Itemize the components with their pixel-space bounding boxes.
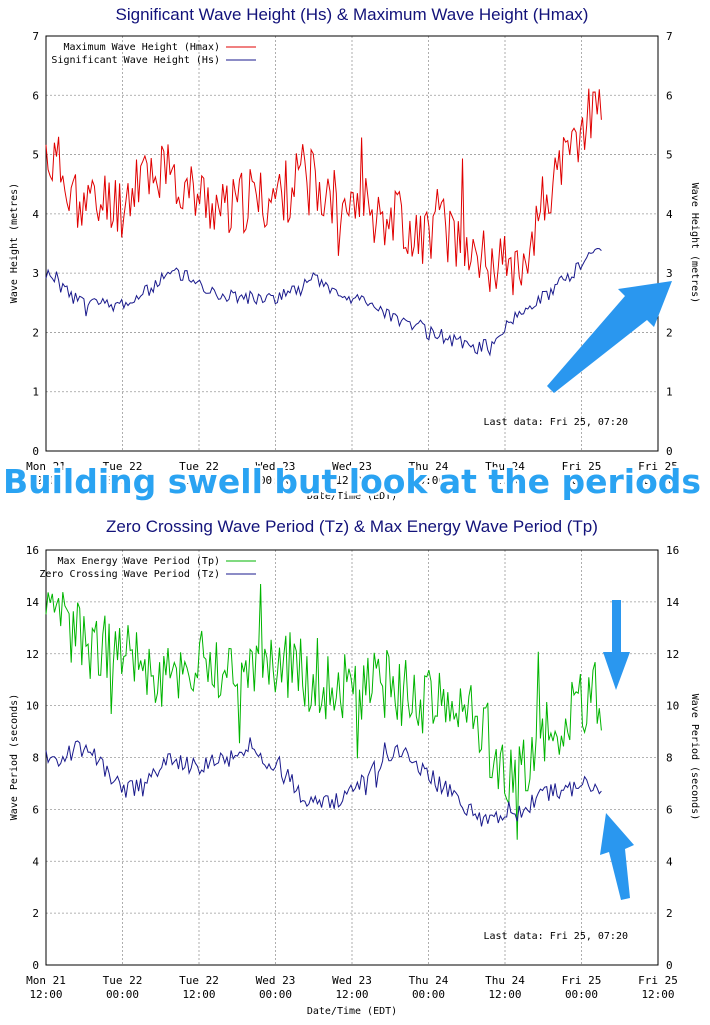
x-tick-label-time: 12:00 — [335, 988, 368, 1001]
x-tick-label-time: 12:00 — [641, 988, 674, 1001]
y-tick-label-right: 0 — [666, 445, 673, 458]
last-data-label: Last data: Fri 25, 07:20 — [484, 417, 629, 428]
y-tick-label: 16 — [26, 544, 39, 557]
x-axis-label: Date/Time (EDT) — [307, 1006, 397, 1017]
x-tick-label-day: Thu 24 — [485, 460, 525, 473]
y-tick-label: 4 — [32, 208, 39, 221]
y-tick-label: 1 — [32, 386, 39, 399]
x-tick-label-day: Fri 25 — [562, 460, 602, 473]
x-tick-label-time: 12:00 — [182, 988, 215, 1001]
x-tick-label-time: 12:00 — [641, 474, 674, 487]
arrow-icon-period-down — [603, 600, 630, 690]
y-tick-label-right: 12 — [666, 648, 679, 661]
y-axis-label-left: Wave Period (seconds) — [9, 694, 20, 820]
x-tick-label-time: 00:00 — [259, 988, 292, 1001]
x-tick-label-time: 12:00 — [29, 474, 62, 487]
y-tick-label: 12 — [26, 648, 39, 661]
y-tick-label-right: 0 — [666, 959, 673, 972]
y-tick-label: 2 — [32, 907, 39, 920]
y-tick-label-right: 10 — [666, 700, 679, 713]
y-tick-label: 2 — [32, 326, 39, 339]
x-tick-label-day: Tue 22 — [103, 974, 143, 987]
series-line-0 — [45, 88, 602, 296]
x-tick-label-time: 00:00 — [106, 474, 139, 487]
x-tick-label-day: Wed 23 — [256, 460, 296, 473]
legend-label: Max Energy Wave Period (Tp) — [57, 556, 220, 567]
arrow-icon-period-up — [600, 813, 634, 900]
x-tick-label-time: 12:00 — [488, 474, 521, 487]
y-tick-label: 0 — [32, 959, 39, 972]
y-tick-label-right: 3 — [666, 267, 673, 280]
y-axis-label-right: Wave Period (seconds) — [689, 694, 700, 820]
x-tick-label-time: 12:00 — [335, 474, 368, 487]
y-tick-label: 4 — [32, 855, 39, 868]
x-tick-label-time: 00:00 — [412, 988, 445, 1001]
x-axis-label: Date/Time (EDT) — [307, 491, 397, 502]
y-tick-label-right: 6 — [666, 89, 673, 102]
last-data-label: Last data: Fri 25, 07:20 — [484, 931, 629, 942]
y-tick-label-right: 1 — [666, 386, 673, 399]
y-tick-label-right: 7 — [666, 30, 673, 43]
y-tick-label: 3 — [32, 267, 39, 280]
x-tick-label-day: Mon 21 — [26, 974, 66, 987]
y-tick-label: 6 — [32, 89, 39, 102]
x-tick-label-day: Thu 24 — [409, 974, 449, 987]
y-axis-label-left: Wave Height (metres) — [9, 183, 20, 303]
y-tick-label-right: 14 — [666, 596, 680, 609]
x-tick-label-time: 12:00 — [29, 988, 62, 1001]
x-tick-label-time: 00:00 — [106, 988, 139, 1001]
arrow-icon-wave-height — [547, 281, 672, 393]
wave-height-chart: Significant Wave Height (Hs) & Maximum W… — [9, 5, 700, 502]
y-tick-label: 14 — [26, 596, 40, 609]
x-tick-label-day: Thu 24 — [485, 974, 525, 987]
y-tick-label-right: 16 — [666, 544, 679, 557]
series-line-1 — [45, 247, 602, 357]
chart-title: Significant Wave Height (Hs) & Maximum W… — [116, 5, 589, 24]
y-tick-label-right: 2 — [666, 907, 673, 920]
x-tick-label-time: 00:00 — [259, 474, 292, 487]
y-tick-label-right: 4 — [666, 855, 673, 868]
legend-label: Zero Crossing Wave Period (Tz) — [39, 569, 220, 580]
x-tick-label-day: Tue 22 — [179, 974, 219, 987]
x-tick-label-day: Wed 23 — [256, 974, 296, 987]
x-tick-label-day: Fri 25 — [638, 974, 678, 987]
chart-title: Zero Crossing Wave Period (Tz) & Max Ene… — [106, 517, 598, 536]
legend-label: Maximum Wave Height (Hmax) — [63, 42, 220, 53]
x-tick-label-time: 12:00 — [488, 988, 521, 1001]
y-tick-label: 5 — [32, 149, 39, 162]
x-tick-label-day: Fri 25 — [638, 460, 678, 473]
y-tick-label: 7 — [32, 30, 39, 43]
x-tick-label-day: Tue 22 — [179, 460, 219, 473]
x-tick-label-day: Wed 23 — [332, 974, 372, 987]
x-tick-label-day: Thu 24 — [409, 460, 449, 473]
x-tick-label-day: Wed 23 — [332, 460, 372, 473]
y-tick-label-right: 2 — [666, 326, 673, 339]
y-tick-label-right: 4 — [666, 208, 673, 221]
y-tick-label: 10 — [26, 700, 39, 713]
wave-period-chart: Zero Crossing Wave Period (Tz) & Max Ene… — [9, 517, 700, 1017]
y-tick-label: 6 — [32, 803, 39, 816]
y-tick-label-right: 8 — [666, 752, 673, 765]
series-line-1 — [45, 737, 602, 827]
y-tick-label: 8 — [32, 752, 39, 765]
x-tick-label-day: Mon 21 — [26, 460, 66, 473]
series-line-0 — [45, 583, 602, 840]
plot-frame — [45, 549, 659, 966]
x-tick-label-time: 12:00 — [182, 474, 215, 487]
legend-label: Significant Wave Height (Hs) — [51, 55, 220, 66]
caption-text: Building swell but look at the periods — [3, 462, 701, 501]
annotation-arrows — [547, 281, 672, 900]
y-tick-label-right: 6 — [666, 803, 673, 816]
y-tick-label-right: 5 — [666, 149, 673, 162]
x-tick-label-time: 00:00 — [565, 474, 598, 487]
x-tick-label-time: 00:00 — [412, 474, 445, 487]
plot-frame — [45, 35, 659, 452]
x-tick-label-day: Fri 25 — [562, 974, 602, 987]
x-tick-label-day: Tue 22 — [103, 460, 143, 473]
x-tick-label-time: 00:00 — [565, 988, 598, 1001]
y-axis-label-right: Wave Height (metres) — [689, 183, 700, 303]
y-tick-label: 0 — [32, 445, 39, 458]
